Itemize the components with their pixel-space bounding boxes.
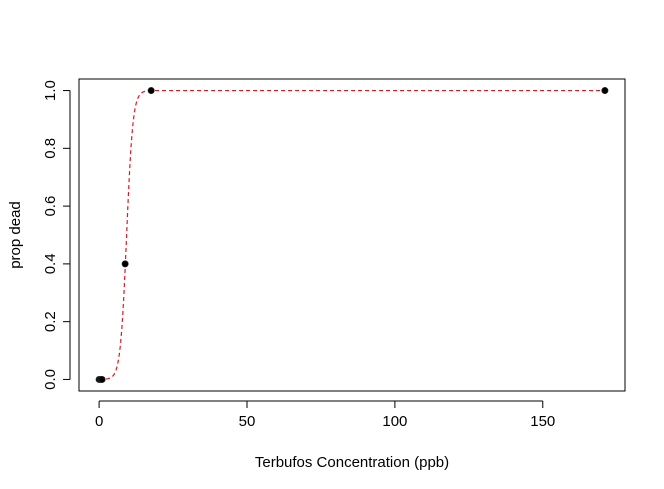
y-tick-label: 0.2	[42, 311, 59, 332]
plot-frame	[78, 78, 626, 392]
y-axis-label: prop dead	[7, 201, 24, 269]
fitted-curve-layer	[99, 89, 605, 380]
data-point	[147, 87, 155, 95]
x-tick-label: 100	[382, 413, 407, 430]
x-tick-label: 50	[239, 413, 256, 430]
fitted-curve	[99, 89, 605, 380]
data-point	[98, 375, 106, 383]
x-axis-label: Terbufos Concentration (ppb)	[255, 454, 449, 471]
y-tick-label: 0.8	[42, 138, 59, 159]
x-axis: 0 50 100 150	[95, 400, 555, 430]
y-tick-label: 0.4	[42, 253, 59, 274]
y-tick-label: 0.0	[42, 369, 59, 390]
x-tick-label: 150	[530, 413, 555, 430]
x-tick-label: 0	[95, 413, 103, 430]
y-tick-label: 1.0	[42, 80, 59, 101]
y-axis: 0.0 0.2 0.4 0.6 0.8 1.0	[42, 80, 71, 390]
y-tick-label: 0.6	[42, 196, 59, 217]
data-point	[121, 260, 129, 268]
data-point	[601, 87, 609, 95]
data-points-layer	[95, 87, 609, 383]
